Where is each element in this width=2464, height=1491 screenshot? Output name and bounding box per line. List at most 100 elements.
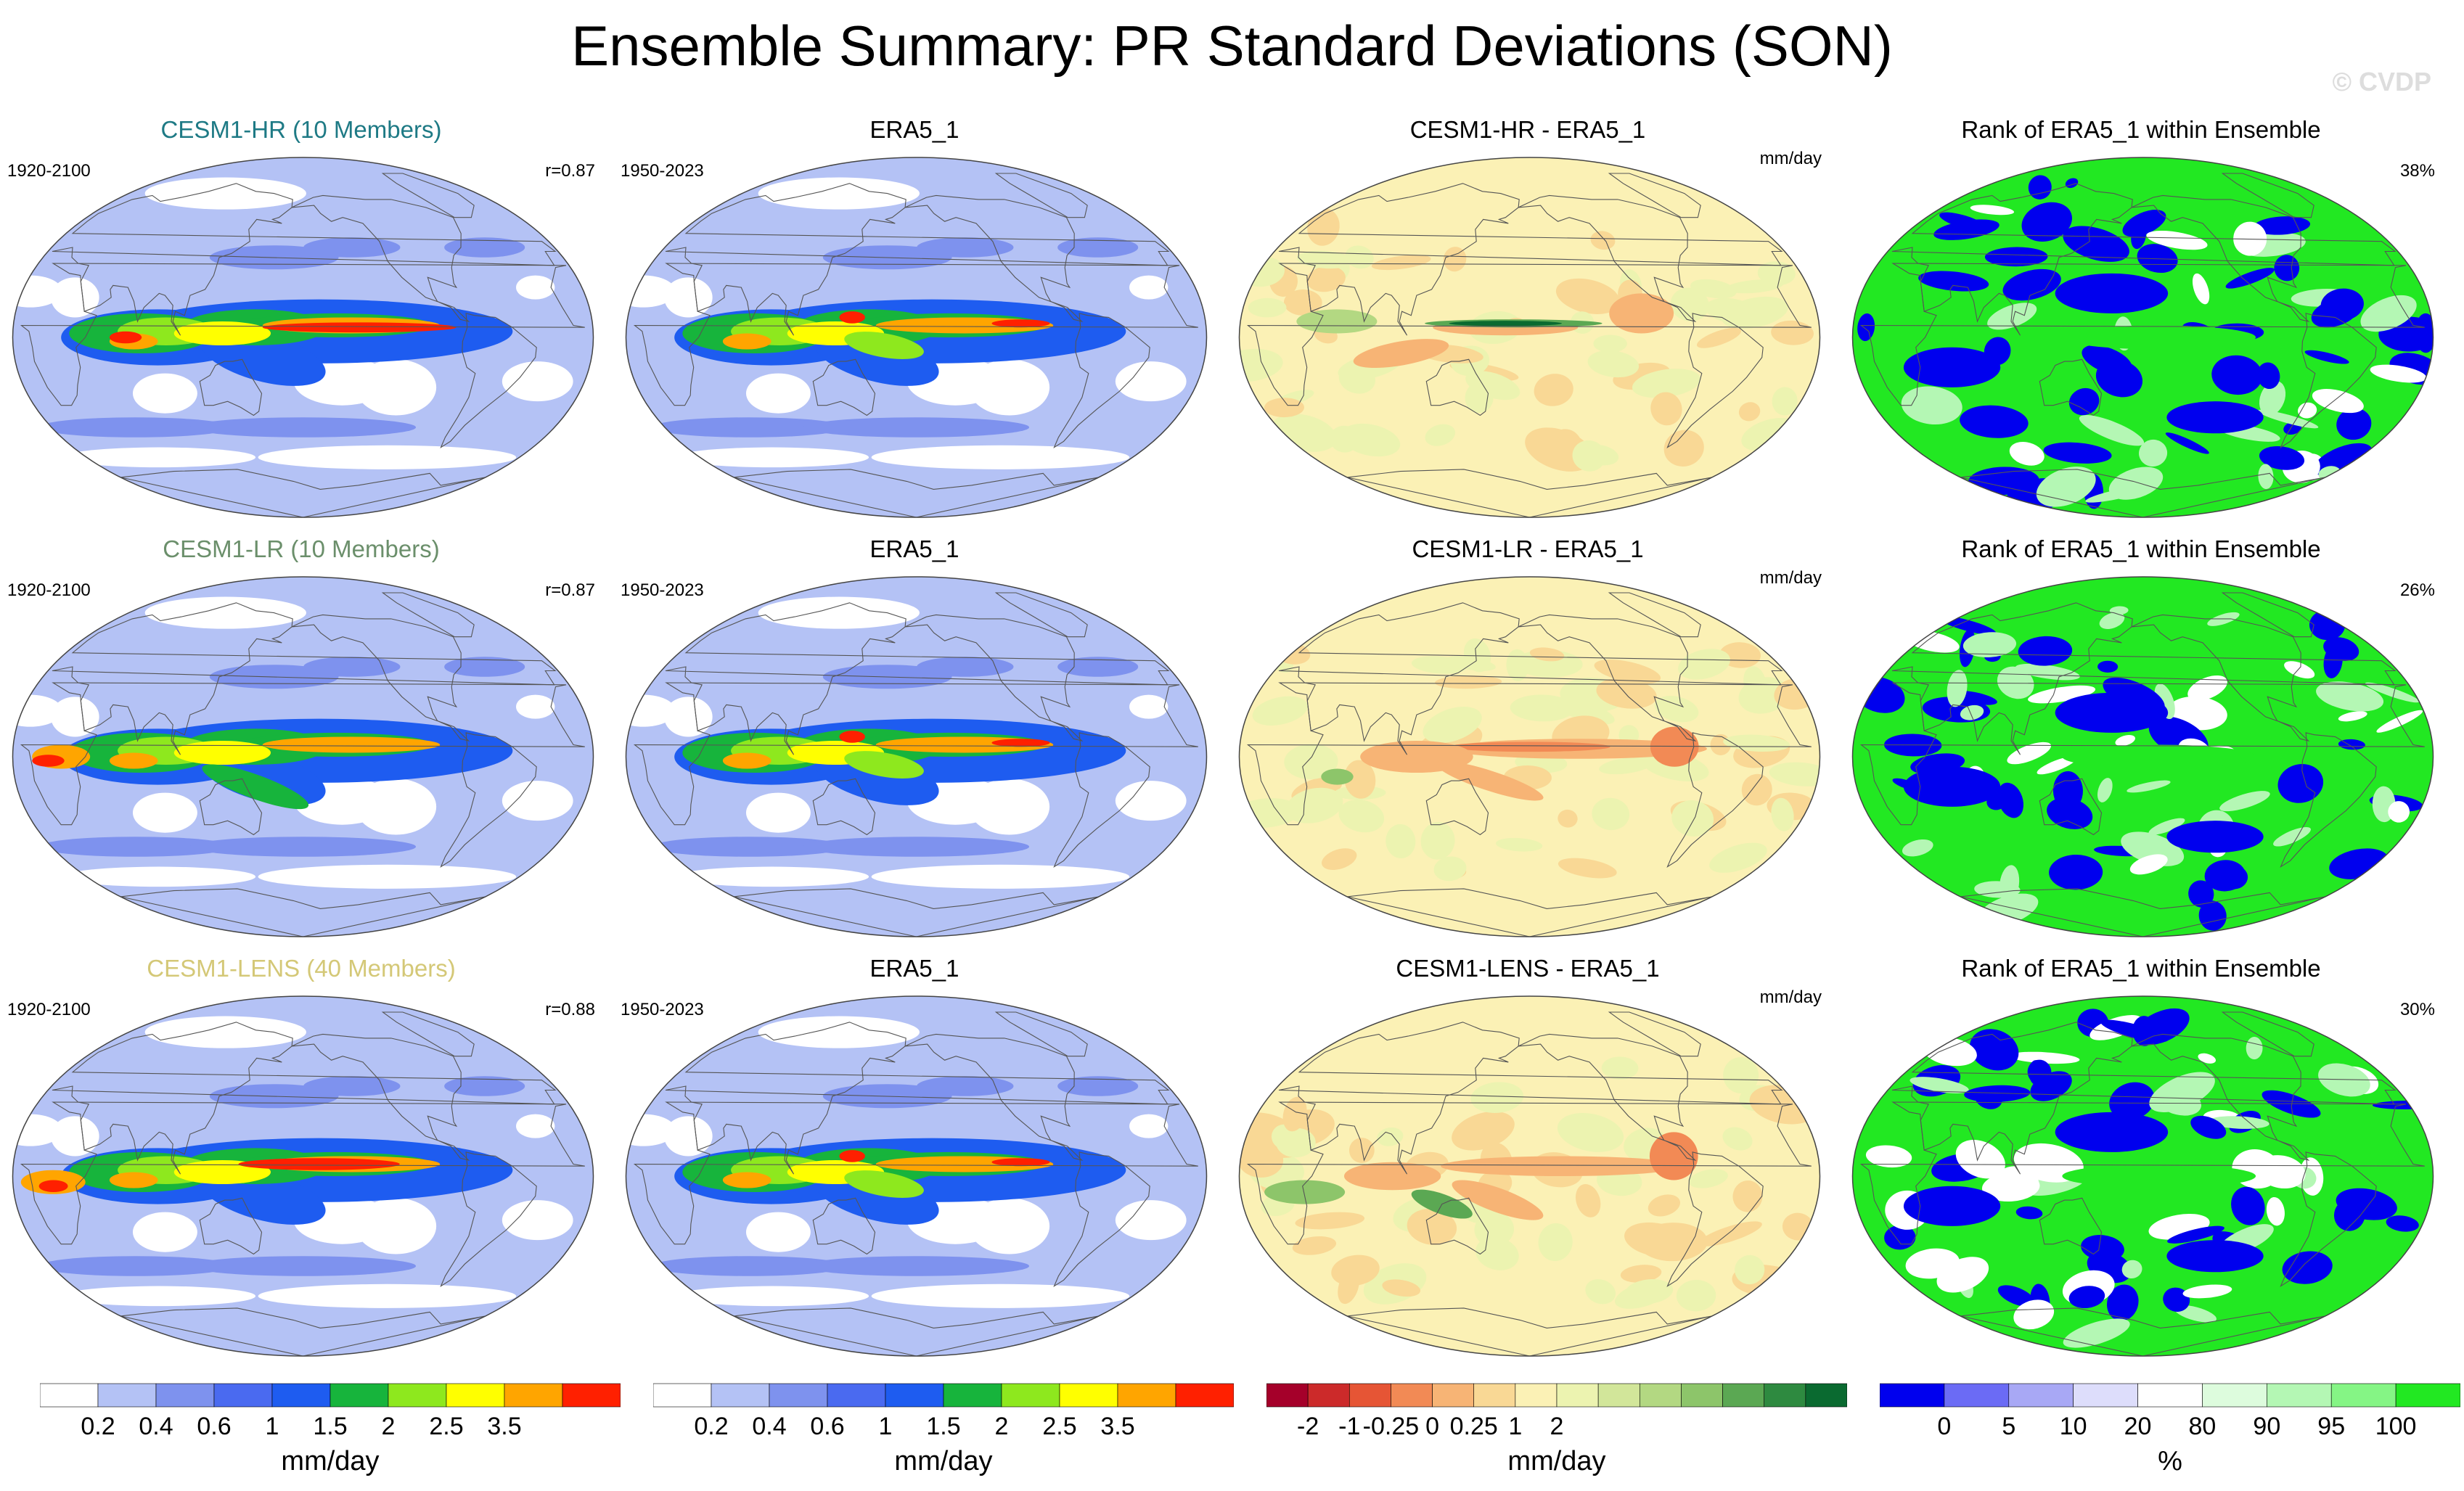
continent-outline xyxy=(440,313,537,449)
map-field-patch xyxy=(1918,271,1989,292)
colorbar-tick-label: 95 xyxy=(2317,1413,2345,1440)
continent-outline xyxy=(1425,778,1489,836)
map-field-patch xyxy=(1407,1209,1457,1245)
panel-title-diff: CESM1-LENS - ERA5_1 xyxy=(1396,955,1660,982)
map-field-patch xyxy=(652,417,846,438)
colorbar-units: mm/day xyxy=(894,1446,993,1476)
continent-outline xyxy=(1278,1022,1783,1175)
map-field-patch xyxy=(839,731,865,743)
map-field-patch xyxy=(1648,1194,1680,1217)
map-field-patch xyxy=(1284,744,1338,780)
map-border xyxy=(1851,157,2434,518)
colorbar-tick-label: -0.25 xyxy=(1363,1413,1420,1440)
map-field-patch xyxy=(516,694,555,719)
map-field-patch xyxy=(2219,791,2270,812)
map-field-patch xyxy=(1671,800,1714,837)
continent-outline xyxy=(1666,1151,1764,1288)
colorbar-tick-label: 0.25 xyxy=(1450,1413,1498,1440)
map-field-patch xyxy=(1496,837,1543,852)
map-field-patch xyxy=(1115,361,1187,402)
continent-outline xyxy=(381,1011,475,1057)
map-field-patch xyxy=(2097,778,2113,802)
map-field-patch xyxy=(2082,345,2132,375)
continent-outline xyxy=(1518,614,1697,742)
map-field-patch xyxy=(2013,1299,2055,1330)
panel-diff-lens: CESM1-LENS - ERA5_1 mm/day xyxy=(1227,955,1829,1361)
map-field-patch xyxy=(2376,710,2423,733)
map-field-patch xyxy=(1649,1132,1698,1180)
map-border xyxy=(625,157,1208,518)
colorbar-swatch xyxy=(1266,1383,1309,1408)
map-field-patch xyxy=(2166,1240,2264,1273)
continent-outline xyxy=(1859,682,2425,826)
map-field-patch xyxy=(2304,350,2349,364)
continent-outline xyxy=(1891,602,2397,755)
map-field-patch xyxy=(356,779,437,835)
map-field-patch xyxy=(202,764,309,810)
map-field-patch xyxy=(1596,678,1657,709)
map-field-patch xyxy=(803,1256,1030,1276)
continent-outline xyxy=(120,888,486,937)
colorbar-swatch xyxy=(2330,1383,2397,1408)
map-field-patch xyxy=(991,319,1050,328)
map-field-patch xyxy=(2192,273,2210,305)
map-field-patch xyxy=(664,697,713,737)
continent-outline xyxy=(52,1022,557,1175)
map-border xyxy=(1238,157,1821,518)
panel-rank-hr: Rank of ERA5_1 within Ensemble 38% xyxy=(1840,116,2442,522)
map-field-patch xyxy=(2231,1186,2265,1225)
map-field-patch xyxy=(132,373,197,414)
map-field-patch xyxy=(2068,387,2100,416)
map-field-patch xyxy=(2336,1188,2397,1220)
panel-obs-2: ERA5_1 1950-2023 xyxy=(613,535,1216,942)
map-field-patch xyxy=(144,596,306,629)
continent-outline xyxy=(381,173,475,218)
map-field-patch xyxy=(1962,632,2017,658)
panel-period: 1920-2100 xyxy=(7,1000,91,1019)
colorbar-tick-label: 1.5 xyxy=(313,1413,347,1440)
map-field-patch xyxy=(1654,696,1699,723)
map-field-patch xyxy=(1624,1222,1687,1257)
map-field-patch xyxy=(2211,355,2263,395)
map-field-patch xyxy=(1057,657,1139,677)
map-field-patch xyxy=(1981,1172,2040,1202)
colorbar-swatch xyxy=(504,1383,563,1408)
colorbar-swatch xyxy=(1515,1383,1558,1408)
map-field-patch xyxy=(2259,380,2286,416)
colorbar-tick-label: 1.5 xyxy=(926,1413,960,1440)
continent-outline xyxy=(2131,194,2310,323)
map-field-patch xyxy=(1902,839,1933,857)
map-field-patch xyxy=(132,792,197,833)
map-field-background xyxy=(1239,996,1820,1356)
map-border xyxy=(625,995,1208,1357)
map-field-patch xyxy=(803,837,1030,857)
map-field-patch xyxy=(917,237,1014,258)
colorbar-tick-label: 0.2 xyxy=(694,1413,728,1440)
map-field-patch xyxy=(2009,442,2045,466)
colorbar-units: % xyxy=(2158,1446,2182,1476)
map-field-patch xyxy=(758,177,920,210)
map-field-patch xyxy=(1382,1279,1421,1297)
map-field-patch xyxy=(444,237,525,258)
map-field-patch xyxy=(2222,866,2248,890)
continent-outline xyxy=(1518,1033,1697,1162)
map-field-patch xyxy=(2182,1284,2232,1299)
continent-outline xyxy=(1891,183,2397,336)
map-stddev-model xyxy=(12,157,594,518)
panel-period: 1920-2100 xyxy=(7,161,91,181)
map-border xyxy=(1851,995,2434,1357)
map-field-patch xyxy=(1970,205,2015,215)
map-field-patch xyxy=(1296,309,1378,334)
map-field-patch xyxy=(1558,809,1578,828)
map-field-patch xyxy=(258,864,517,889)
map-field-patch xyxy=(2188,880,2214,908)
map-field-patch xyxy=(2225,268,2275,289)
continent-outline xyxy=(2039,1197,2103,1255)
map-field xyxy=(626,996,1207,1356)
map-field-patch xyxy=(1555,278,1621,314)
colorbar-tick-label: 5 xyxy=(2002,1413,2015,1440)
map-field xyxy=(1852,157,2434,517)
map-field-patch xyxy=(2257,409,2319,429)
colorbar-swatch xyxy=(2395,1383,2460,1408)
map-field-patch xyxy=(1984,247,2048,267)
